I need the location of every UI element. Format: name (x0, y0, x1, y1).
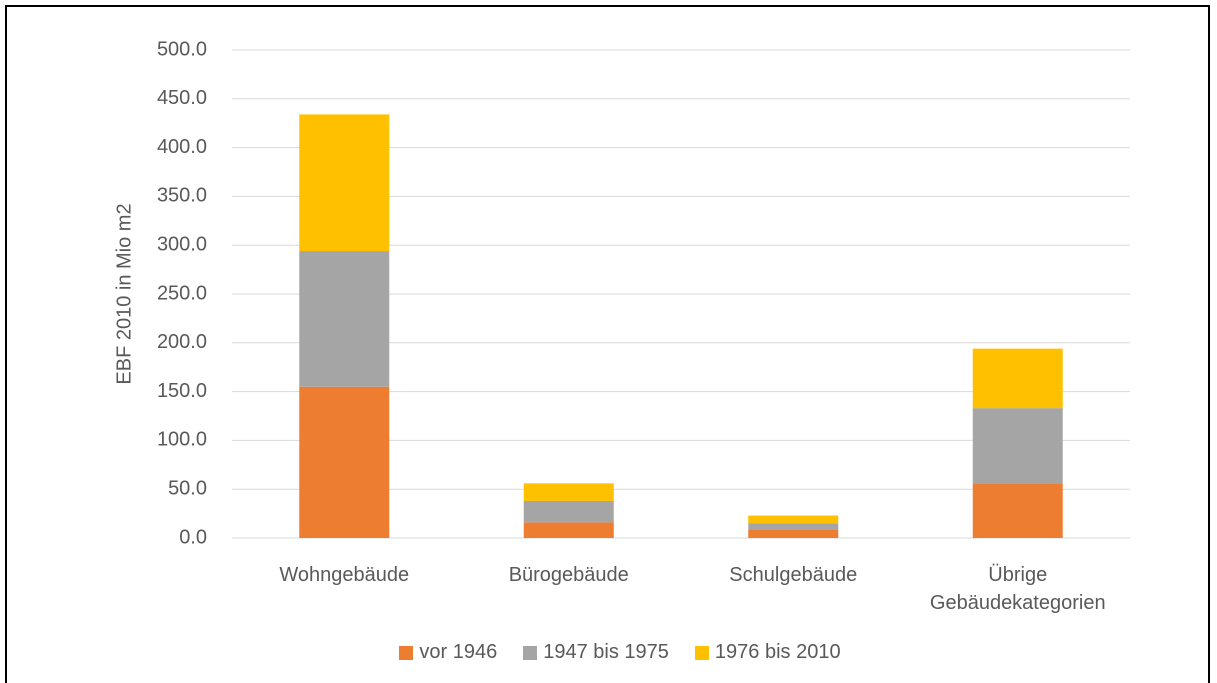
legend-label: 1947 bis 1975 (543, 641, 669, 663)
x-tick-label: Übrige Gebäudekategorien (929, 564, 1106, 614)
bar-segment (299, 114, 390, 252)
y-tick-label: 400.0 (157, 136, 207, 158)
y-tick-label: 150.0 (157, 380, 207, 402)
legend-item: vor 1946 (399, 641, 497, 664)
x-tick-label: Bürogebäude (508, 564, 629, 586)
legend-item: 1976 bis 2010 (694, 641, 841, 664)
bar-segment (523, 500, 614, 523)
y-tick-label: 200.0 (157, 331, 207, 353)
legend-item: 1947 bis 1975 (523, 641, 669, 664)
legend-swatch (399, 645, 414, 660)
legend: vor 1946 1947 bis 1975 1976 bis 2010 (0, 641, 1217, 664)
bar-segment (748, 523, 839, 530)
y-tick-label: 300.0 (157, 233, 207, 255)
y-tick-label: 450.0 (157, 87, 207, 109)
x-tick-label: Wohngebäude (279, 564, 410, 586)
bar-segment (299, 251, 390, 387)
bar-segment (972, 483, 1063, 538)
y-tick-label: 500.0 (157, 38, 207, 60)
y-tick-label: 0.0 (179, 526, 207, 548)
bar-segment (523, 522, 614, 538)
bar-segment (972, 408, 1063, 484)
bar-segment (299, 386, 390, 538)
y-axis-title: EBF 2010 in Mio m2 (113, 203, 135, 384)
bar-segment (748, 515, 839, 524)
y-tick-label: 250.0 (157, 282, 207, 304)
legend-swatch (523, 645, 538, 660)
x-tick-label: Schulgebäude (729, 564, 858, 586)
y-tick-label: 50.0 (168, 477, 207, 499)
y-tick-label: 350.0 (157, 185, 207, 207)
legend-label: vor 1946 (419, 641, 498, 663)
legend-swatch (694, 645, 709, 660)
y-tick-label: 100.0 (157, 429, 207, 451)
bar-segment (523, 483, 614, 501)
bar-segment (972, 348, 1063, 409)
frame-border (5, 5, 1210, 683)
bar-segment (748, 529, 839, 538)
legend-label: 1976 bis 2010 (714, 641, 841, 663)
